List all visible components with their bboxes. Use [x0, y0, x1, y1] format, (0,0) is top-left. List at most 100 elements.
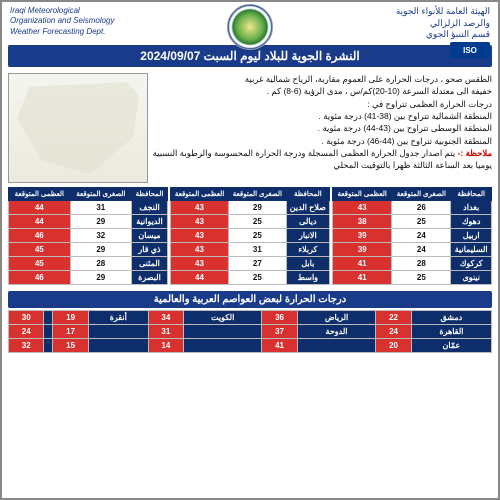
table-row: كربلاء3143: [171, 243, 330, 257]
world-city: [88, 339, 148, 353]
table-row: صلاح الدين2943: [171, 201, 330, 215]
table-row: الانبار2543: [171, 229, 330, 243]
org-ar-1: الهيئة العامة للأنواء الجوية: [396, 6, 490, 18]
tbody-2: صلاح الدين2943ديالى2543الانبار2543كربلاء…: [171, 201, 330, 285]
world-body: دمشق22الرياض36الكويت34أنقرة1930القاهرة24…: [9, 311, 492, 353]
th-gov: المحافظة: [131, 188, 167, 201]
cell-gov: دهوك: [451, 215, 492, 229]
cell-gov: النجف: [131, 201, 167, 215]
table-row: المثنى2845: [9, 257, 168, 271]
org-ar-3: قسم التنبؤ الجوي: [396, 29, 490, 41]
table-row: واسط2544: [171, 271, 330, 285]
cell-low: 32: [70, 229, 131, 243]
world-city: [297, 339, 376, 353]
cell-gov: ميسان: [131, 229, 167, 243]
world-city: عمّان: [411, 339, 491, 353]
th-hi: العظمى المتوقعة: [333, 188, 392, 201]
table-row: ذي قار2945: [9, 243, 168, 257]
world-temp: 37: [262, 325, 297, 339]
world-city: [184, 339, 262, 353]
forecast-l3: درجات الحرارة العظمى تتراوح في :: [152, 98, 492, 110]
table-row: دهوك2538: [333, 215, 492, 229]
cell-high: 45: [9, 243, 71, 257]
forecast-l6: المنطقة الجنوبية تتراوح بين (44-46) درجة…: [152, 135, 492, 147]
cell-low: 31: [70, 201, 131, 215]
header: Iraqi Meteorological Organization and Se…: [2, 2, 498, 43]
table-row: السليمانية2439: [333, 243, 492, 257]
cell-gov: صلاح الدين: [286, 201, 329, 215]
cell-gov: اربيل: [451, 229, 492, 243]
cell-low: 25: [228, 229, 286, 243]
cell-high: 46: [9, 229, 71, 243]
cell-high: 45: [9, 257, 71, 271]
cell-gov: البصرة: [131, 271, 167, 285]
world-temp: 30: [9, 311, 44, 325]
th-hi: العظمى المتوقعة: [171, 188, 229, 201]
cell-gov: كركوك: [451, 257, 492, 271]
cell-high: 43: [171, 257, 229, 271]
world-city: [184, 325, 262, 339]
table-col-3: المحافظة الصغرى المتوقعة العظمى المتوقعة…: [8, 187, 168, 285]
org-en-3: Weather Forecasting Dept.: [10, 27, 115, 37]
world-city: [44, 339, 53, 353]
forecast-l4: المنطقة الشمالية تتراوح بين (38-41) درجة…: [152, 110, 492, 122]
cell-low: 25: [392, 215, 451, 229]
world-temp: 34: [148, 311, 183, 325]
world-city: الدوحة: [297, 325, 376, 339]
org-ar-2: والرصد الزلزالي: [396, 18, 490, 30]
cell-high: 46: [9, 271, 71, 285]
world-temp: 15: [53, 339, 88, 353]
cell-gov: نينوى: [451, 271, 492, 285]
cell-high: 41: [333, 271, 392, 285]
header-right: الهيئة العامة للأنواء الجوية والرصد الزل…: [396, 6, 490, 41]
logo-icon: [227, 4, 273, 50]
iraq-map-icon: [8, 73, 148, 183]
note-text: يتم اصدار جدول الحرارة العظمى المسجلة ود…: [153, 148, 492, 170]
world-row: القاهرة24الدوحة37311724: [9, 325, 492, 339]
world-temp: 14: [148, 339, 183, 353]
world-temp: 17: [53, 325, 88, 339]
world-temp: 24: [376, 325, 411, 339]
th-gov: المحافظة: [286, 188, 329, 201]
world-temp: 22: [376, 311, 411, 325]
cell-high: 38: [333, 215, 392, 229]
org-en-2: Organization and Seismology: [10, 16, 115, 26]
table-row: بابل2743: [171, 257, 330, 271]
cell-high: 44: [9, 201, 71, 215]
table-row: ميسان3246: [9, 229, 168, 243]
cell-low: 27: [228, 257, 286, 271]
th-lo: الصغرى المتوقعة: [70, 188, 131, 201]
table-col-1: المحافظة الصغرى المتوقعة العظمى المتوقعة…: [332, 187, 492, 285]
forecast-l1: الطقس صحو ، درجات الحرارة على العموم مقا…: [152, 73, 492, 85]
cell-high: 44: [9, 215, 71, 229]
table-col-2: المحافظة الصغرى المتوقعة العظمى المتوقعة…: [170, 187, 330, 285]
cell-high: 39: [333, 243, 392, 257]
world-table: دمشق22الرياض36الكويت34أنقرة1930القاهرة24…: [8, 310, 492, 353]
cell-high: 43: [171, 229, 229, 243]
forecast-row: الطقس صحو ، درجات الحرارة على العموم مقا…: [2, 69, 498, 187]
world-temp: 41: [262, 339, 297, 353]
world-temp: 36: [262, 311, 297, 325]
cell-low: 31: [228, 243, 286, 257]
header-left: Iraqi Meteorological Organization and Se…: [10, 6, 115, 37]
cell-high: 43: [333, 201, 392, 215]
world-city: [44, 325, 53, 339]
cell-low: 29: [228, 201, 286, 215]
world-temp: 19: [53, 311, 88, 325]
th-lo: الصغرى المتوقعة: [392, 188, 451, 201]
bulletin-page: Iraqi Meteorological Organization and Se…: [0, 0, 500, 500]
iso-badge: ISO: [450, 42, 490, 58]
table-row: الديوانية2944: [9, 215, 168, 229]
cell-low: 25: [392, 271, 451, 285]
forecast-text: الطقس صحو ، درجات الحرارة على العموم مقا…: [152, 73, 492, 183]
org-en-1: Iraqi Meteorological: [10, 6, 115, 16]
table-row: البصرة2946: [9, 271, 168, 285]
world-temp: 32: [9, 339, 44, 353]
cell-gov: كربلاء: [286, 243, 329, 257]
cell-low: 29: [70, 271, 131, 285]
cell-low: 28: [392, 257, 451, 271]
world-city: [44, 311, 53, 325]
table-row: كركوك2841: [333, 257, 492, 271]
cell-high: 43: [171, 201, 229, 215]
th-hi: العظمى المتوقعة: [9, 188, 71, 201]
